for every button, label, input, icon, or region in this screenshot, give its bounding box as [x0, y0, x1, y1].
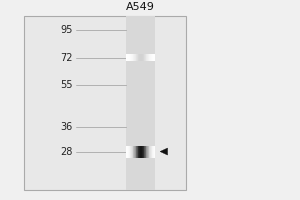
Text: 55: 55 [60, 80, 73, 90]
Bar [151, 54, 152, 61]
Bar [135, 146, 136, 158]
Bar [129, 146, 130, 158]
Text: 72: 72 [60, 53, 73, 63]
Bar [143, 54, 144, 61]
Bar [139, 146, 140, 158]
Bar [153, 146, 154, 158]
Bar [145, 54, 146, 61]
Bar [130, 54, 131, 61]
Bar [138, 146, 139, 158]
Bar [140, 54, 141, 61]
Bar [126, 146, 127, 158]
Bar [129, 54, 130, 61]
Bar [24, 16, 186, 190]
Bar [154, 54, 155, 61]
Bar [152, 146, 153, 158]
Bar [128, 146, 129, 158]
Bar [141, 146, 142, 158]
Bar [134, 146, 135, 158]
Bar [154, 146, 155, 158]
Bar [148, 54, 149, 61]
Bar [145, 146, 146, 158]
Bar [128, 54, 129, 61]
Bar [134, 54, 135, 61]
Bar [135, 54, 136, 61]
Bar [149, 54, 150, 61]
Bar [153, 54, 154, 61]
Polygon shape [160, 148, 168, 155]
Bar [133, 146, 134, 158]
Bar [141, 54, 142, 61]
Text: 36: 36 [60, 122, 73, 132]
Bar [149, 146, 150, 158]
Bar [151, 146, 152, 158]
Bar [146, 54, 147, 61]
Bar [126, 16, 155, 190]
Bar [146, 146, 147, 158]
Bar [136, 146, 137, 158]
Bar [148, 146, 149, 158]
Bar [138, 54, 139, 61]
Bar [133, 54, 134, 61]
Bar [137, 146, 138, 158]
Text: A549: A549 [126, 2, 155, 12]
Bar [142, 146, 143, 158]
Bar [150, 54, 151, 61]
Bar [132, 146, 133, 158]
Bar [137, 54, 138, 61]
Bar [150, 146, 151, 158]
Bar [144, 146, 145, 158]
Bar [144, 54, 145, 61]
Bar [130, 146, 131, 158]
Bar [139, 54, 140, 61]
Bar [142, 54, 143, 61]
Bar [140, 146, 141, 158]
Bar [136, 54, 137, 61]
Bar [147, 146, 148, 158]
Bar [131, 54, 132, 61]
Bar [131, 146, 132, 158]
Bar [152, 54, 153, 61]
Bar [126, 54, 127, 61]
Text: 28: 28 [60, 147, 73, 157]
Text: 95: 95 [60, 25, 73, 35]
Bar [143, 146, 144, 158]
Bar [132, 54, 133, 61]
Bar [147, 54, 148, 61]
